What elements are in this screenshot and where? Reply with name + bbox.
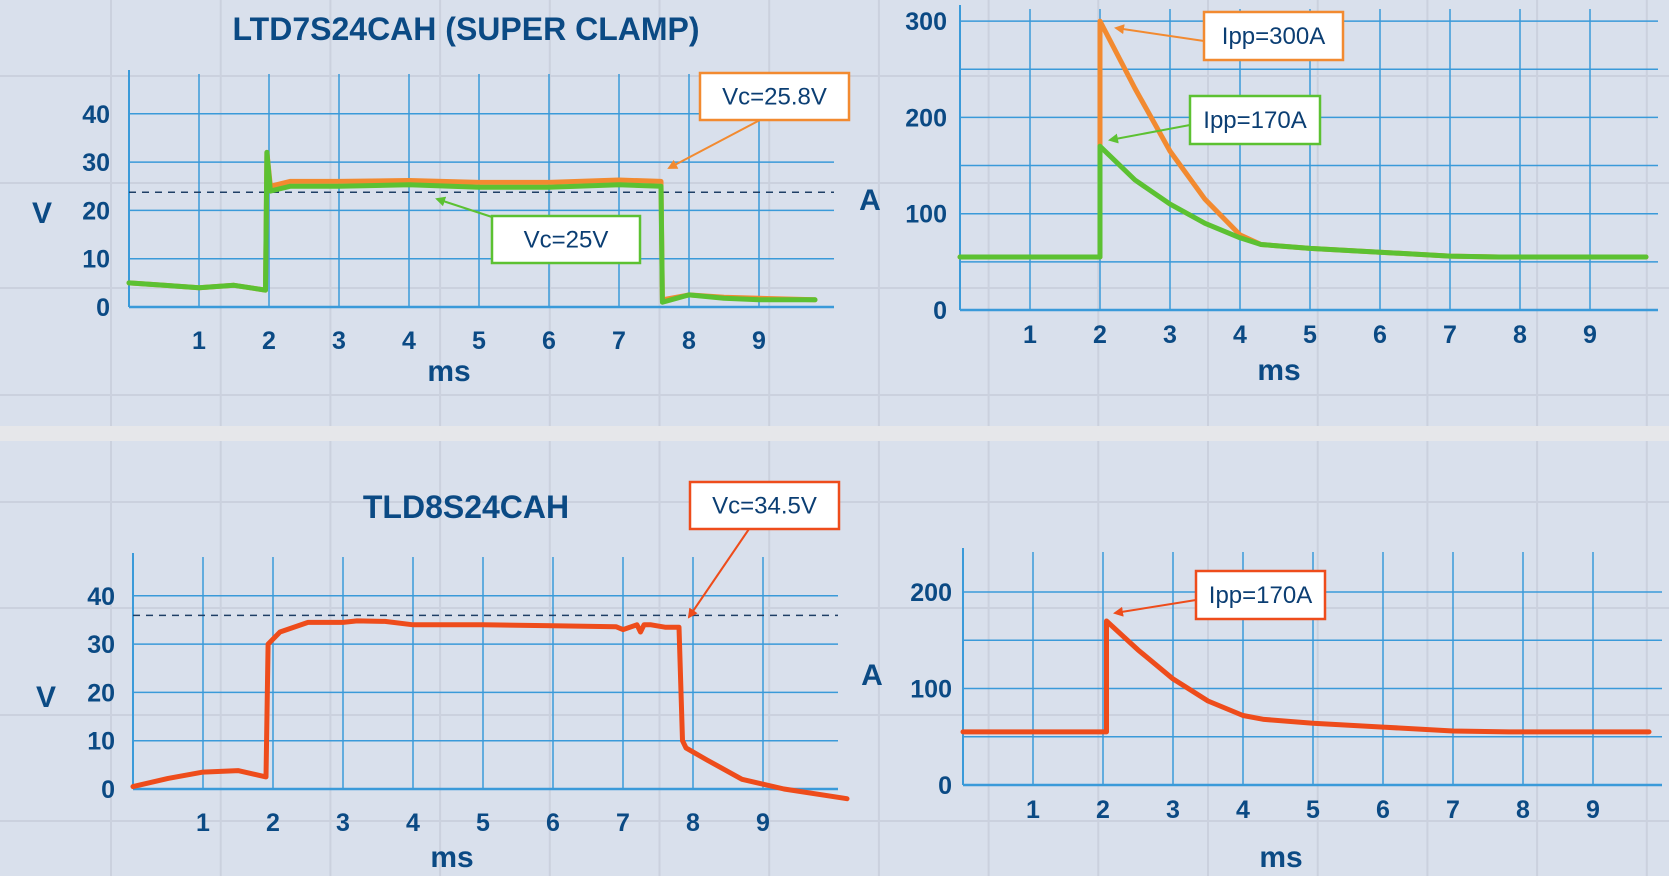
x-tick-label: 2 [266,809,280,837]
x-tick-label: 1 [1023,321,1037,349]
x-tick-label: 5 [476,809,490,837]
callout-box [490,214,642,265]
y-tick-label: 10 [82,246,110,274]
y-tick-label: 0 [933,297,947,325]
callout-box [1194,569,1327,621]
x-tick-label: 7 [616,809,630,837]
callout-arrow [435,196,493,218]
y-tick-label: 200 [910,579,952,607]
series-line-1 [960,618,1652,735]
x-tick-label: 4 [406,809,420,837]
callout-label: Ipp=170A [1203,107,1306,134]
x-tick-label: 2 [1093,321,1107,349]
x-tick-label: 7 [1443,321,1457,349]
callout-label: Vc=34.5V [712,493,817,520]
callout-box [688,480,841,531]
x-tick-label: 1 [196,809,210,837]
x-tick-label: 5 [472,327,486,355]
callout-arrow [1108,124,1191,144]
x-axis-label: ms [1257,354,1300,387]
y-tick-label: 0 [938,772,952,800]
x-tick-label: 8 [1513,321,1527,349]
x-tick-label: 4 [1233,321,1247,349]
series-line-1 [130,618,850,802]
chart-1: 1 2 3 4 5 6 7 8 9 0 10 20 30 40 Vms LTD7S24CAH (SUPER C… [32,11,851,388]
x-axis-label: ms [427,355,470,388]
x-tick-label: 9 [752,327,766,355]
y-axis-label: V [36,681,56,714]
x-tick-label: 3 [332,327,346,355]
y-tick-label: 30 [82,149,110,177]
callout-arrow [687,528,750,619]
x-tick-label: 4 [402,327,416,355]
y-axis-label: A [859,184,881,217]
separator-band [0,426,1669,441]
callout-label: Vc=25.8V [722,84,827,111]
chart-2: 1 2 3 4 5 6 7 8 9 0 100 200 300 Ams Ipp=300A Ipp=170A [859,5,1658,387]
callout-arrow [1113,599,1197,617]
chart-3: 1 2 3 4 5 6 7 8 9 0 10 20 30 40 Vms TLD8S24CAH Vc=34.5V [36,480,850,874]
x-tick-label: 2 [1096,796,1110,824]
x-tick-label: 1 [1026,796,1040,824]
x-tick-label: 7 [1446,796,1460,824]
y-axis-label: A [861,659,883,692]
y-tick-label: 40 [87,583,115,611]
chart-4: 1 2 3 4 5 6 7 8 9 0 100 200 Ams Ipp=170A [861,548,1662,874]
y-axis-label: V [32,197,52,230]
x-tick-label: 3 [336,809,350,837]
x-tick-label: 6 [542,327,556,355]
callout-arrow [1114,24,1205,42]
chart-title: LTD7S24CAH (SUPER CLAMP) [233,11,700,47]
x-tick-label: 4 [1236,796,1250,824]
y-tick-label: 30 [87,631,115,659]
x-tick-label: 6 [546,809,560,837]
x-tick-label: 9 [756,809,770,837]
x-tick-label: 1 [192,327,206,355]
y-tick-label: 10 [87,728,115,756]
series-line-2 [126,149,818,305]
y-tick-label: 20 [82,197,110,225]
x-tick-label: 9 [1586,796,1600,824]
y-tick-label: 20 [87,679,115,707]
x-axis-label: ms [430,841,473,874]
y-tick-label: 0 [96,294,110,322]
chart-title: TLD8S24CAH [363,489,569,525]
y-tick-label: 300 [905,8,947,36]
callout-box [1202,10,1345,62]
x-axis-label: ms [1259,841,1302,874]
x-tick-label: 5 [1306,796,1320,824]
x-tick-label: 9 [1583,321,1597,349]
x-tick-label: 5 [1303,321,1317,349]
callout-box [698,71,851,122]
callout-label: Ipp=170A [1209,582,1312,609]
y-tick-label: 40 [82,101,110,129]
callout-box [1188,94,1322,146]
x-tick-label: 3 [1166,796,1180,824]
x-tick-label: 8 [682,327,696,355]
callout-arrow [667,119,761,169]
x-tick-label: 8 [1516,796,1530,824]
x-tick-label: 7 [612,327,626,355]
x-tick-label: 8 [686,809,700,837]
x-tick-label: 3 [1163,321,1177,349]
x-tick-label: 6 [1376,796,1390,824]
y-tick-label: 0 [101,776,115,804]
y-tick-label: 100 [905,201,947,229]
callout-label: Ipp=300A [1222,23,1325,50]
callout-label: Vc=25V [524,227,609,254]
series-line-2 [957,143,1649,260]
y-tick-label: 100 [910,676,952,704]
x-tick-label: 6 [1373,321,1387,349]
y-tick-label: 200 [905,104,947,132]
x-tick-label: 2 [262,327,276,355]
